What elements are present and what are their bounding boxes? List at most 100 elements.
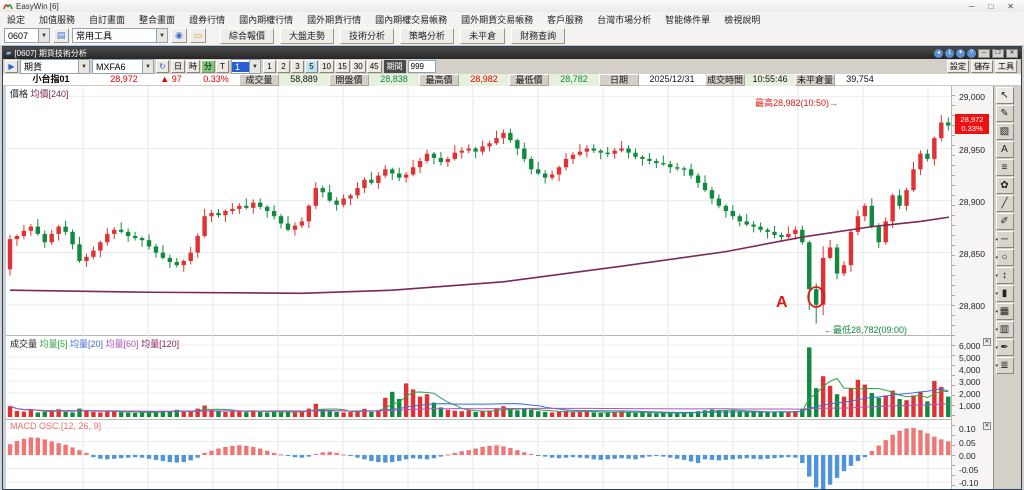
period-button-時[interactable]: 時 [186,60,200,73]
chevron-down-icon[interactable]: ▼ [142,60,153,73]
menu-item-11[interactable]: 智能條件單 [665,14,711,25]
settings-gear-icon[interactable]: ◉ [171,28,187,43]
volume-label: 均量[5] [39,339,71,349]
chart-side-button-1[interactable]: 儲存 [971,60,993,73]
interval-button-5[interactable]: 5 [305,60,318,73]
market-combo[interactable]: 期貨 ▼ [20,59,90,74]
quote-cell: 2025/12/31 [649,74,695,84]
text-annotation-icon[interactable]: A [995,141,1014,158]
menu-item-4[interactable]: 證券行情 [189,14,226,25]
menubar: 設定 加值服務 自訂畫面 整合畫面 證券行情 國內期權行情 國外期貨行情 國內期權交易帳務 國外… [0,12,1024,26]
toolbar-button-0[interactable]: 綜合報價 [220,27,275,44]
circle-tool-icon[interactable]: ▾ ○ [995,249,1014,266]
chart-minimize-button[interactable]: ─ [978,48,990,58]
cursor-icon[interactable]: ↖ [995,87,1014,104]
chevron-down-icon[interactable]: ▼ [156,29,167,42]
volume-tick: 2,000 [959,389,981,399]
menu-item-7[interactable]: 國內期權交易帳務 [375,14,448,25]
menu-item-2[interactable]: 自訂畫面 [89,14,126,25]
menu-item-0[interactable]: 設定 [7,14,26,25]
pencil-icon[interactable]: ✐ [995,213,1014,230]
chevron-down-icon[interactable]: ▼ [38,29,49,42]
interval-button-1[interactable]: 1 [263,60,276,73]
trendline-icon[interactable]: ╱ [995,195,1014,212]
brush-icon[interactable]: ✎ [995,105,1014,122]
macd-panel-close-icon[interactable]: ✕ [983,422,991,430]
easywin-logo-icon [3,4,13,10]
interval-button-3[interactable]: 3 [291,60,304,73]
volume-label: 成交量 [10,339,40,349]
toolbar-button-4[interactable]: 未平倉 [460,27,506,44]
window-round-icon-2[interactable]: ✦ [956,48,965,58]
volume-tick: 6,000 [959,341,981,351]
quote-cell: 28,838 [369,74,419,86]
period-input[interactable]: 999 [407,60,436,73]
period-button-日[interactable]: 日 [171,60,185,73]
price-tick: 28,850 [959,248,985,259]
quote-cell: 39,754 [846,74,874,84]
columns-icon[interactable]: ▾ ▥ [995,321,1014,338]
macd-panel[interactable]: MACD OSC.[12, 26, 9] [6,420,951,489]
code-combo[interactable]: 0607 ▼ [4,28,50,43]
quote-cell: 開盤價 [329,74,369,86]
menu-item-3[interactable]: 整合畫面 [139,14,176,25]
maximize-button[interactable]: □ [988,1,994,11]
window-round-icon-0[interactable]: ◂ [934,48,943,58]
quote-sheet-icon[interactable]: ▤ [53,28,69,43]
menu-item-5[interactable]: 國內期權行情 [239,14,294,25]
menu-item-8[interactable]: 國外期貨交易帳務 [461,14,534,25]
interval-button-10[interactable]: 10 [319,60,334,73]
menu-item-6[interactable]: 國外期貨行情 [307,14,362,25]
tool-combo[interactable]: 常用工具 ▼ [72,28,168,43]
palette-icon[interactable]: ✿ [995,177,1014,194]
menu-item-10[interactable]: 台灣市場分析 [597,14,652,25]
chart-close-button[interactable]: ✕ [1006,48,1018,58]
quote-cell: 28,782 [549,74,599,86]
toolbar-button-5[interactable]: 財務查詢 [511,27,566,44]
window-round-icon-3[interactable]: ? [967,48,976,58]
price-axis[interactable]: 28,972 0.33% 29,000 28,950 28,900 28,850 28,… [951,86,993,489]
volume-panel-close-icon[interactable]: ✕ [983,338,991,346]
price-panel[interactable]: 價格 均價[240] 最高28,982(10:50)→ ←最低28,782(09:… [6,86,951,336]
play-button[interactable]: ▶ [5,60,18,73]
candle-type-icon[interactable]: ▾ ▮ [995,285,1014,302]
market-combo-value: 期貨 [24,62,43,72]
interval-button-45[interactable]: 45 [366,60,382,73]
interval-button-2[interactable]: 2 [277,60,290,73]
toolbar-button-3[interactable]: 策略分析 [400,27,455,44]
hline-icon[interactable]: ▾ ─ [995,231,1014,248]
interval-button-30[interactable]: 30 [350,60,366,73]
period-button-分[interactable]: 分 [201,60,215,73]
interval-button-15[interactable]: 15 [334,60,350,73]
refresh-icon[interactable]: ↻ [156,60,169,73]
minute-combo-value: 1 [232,61,249,72]
grid-icon[interactable]: ▾ ▦ [995,303,1014,320]
pin-icon[interactable]: ▾ ↕ [995,267,1014,284]
layout-window-icon[interactable]: ▭ [190,28,206,43]
eraser-icon[interactable]: ▨ [995,123,1014,140]
toolbar-button-1[interactable]: 大盤走勢 [280,27,335,44]
minimize-button[interactable]: ─ [968,1,975,11]
period-button-T[interactable]: T [216,60,229,73]
menu-item-9[interactable]: 客戶服務 [547,14,584,25]
indicator-list-icon[interactable]: ▾ ≣ [995,357,1014,374]
draw-icon[interactable]: ▾ ✒ [995,339,1014,356]
chart-side-button-2[interactable]: 工具 [995,60,1017,73]
menu-item-1[interactable]: 加值服務 [39,14,76,25]
line-style-icon[interactable]: ≡ [995,159,1014,176]
chevron-down-icon[interactable]: ▼ [78,60,89,73]
quote-cell: 10:55:46 [745,74,795,86]
toolbar-button-2[interactable]: 技術分析 [340,27,395,44]
volume-panel[interactable]: 成交量 均量[5] 均量[20] 均量[60] 均量[120] [6,336,951,420]
window-round-icon-1[interactable]: 1 [945,48,954,58]
chart-restore-button[interactable]: ❐ [992,48,1004,58]
chevron-down-icon[interactable]: ▼ [249,60,260,73]
quote-cell: 未平倉量 [795,74,835,86]
minute-combo[interactable]: 1 ▼ [231,59,261,74]
menu-item-12[interactable]: 檢視說明 [724,14,761,25]
price-tick: 28,950 [959,144,985,155]
quote-cell: ▲ 97 [160,74,182,84]
chart-side-button-0[interactable]: 設定 [947,60,969,73]
symbol-combo[interactable]: MXFA6 ▼ [92,59,154,74]
close-button[interactable]: ✕ [1007,1,1014,11]
